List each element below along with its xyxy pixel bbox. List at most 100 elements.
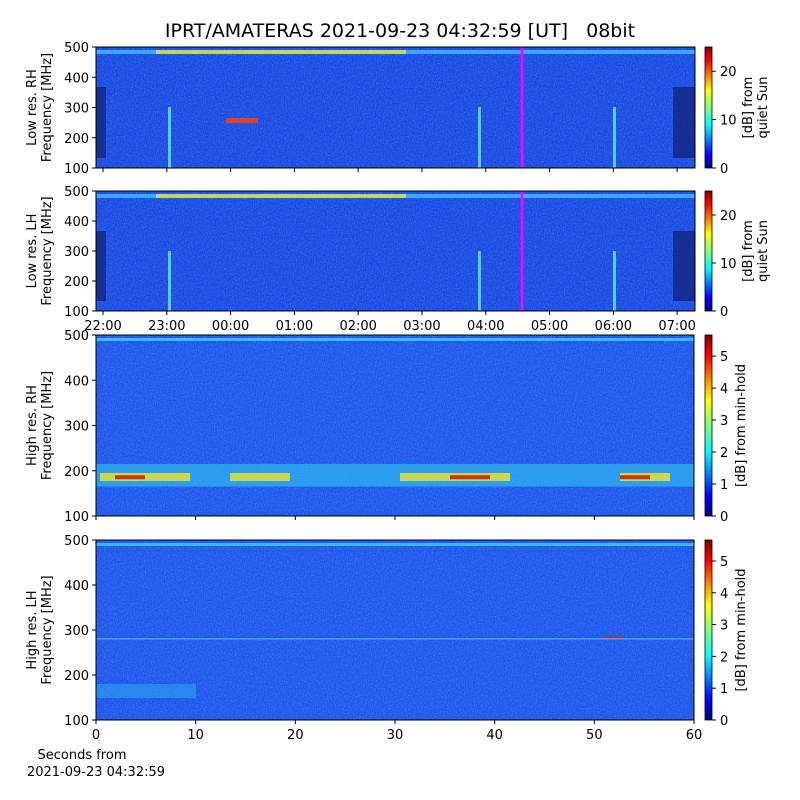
colorbar xyxy=(704,539,713,721)
y-axis-label: Low res. RH xyxy=(25,69,40,146)
colorbar-tick-label: 3 xyxy=(720,619,728,634)
edge xyxy=(673,87,695,158)
x-tick-label: 23:00 xyxy=(148,319,185,334)
x-tick-label: 03:00 xyxy=(403,319,440,334)
y-tick-label: 300 xyxy=(64,102,89,117)
x-tick-label: 40 xyxy=(486,728,503,743)
colorbar-tick-label: 20 xyxy=(720,65,737,80)
x-tick-label: 04:00 xyxy=(467,319,504,334)
figure-title: IPRT/AMATERAS 2021-09-23 04:32:59 [UT] 0… xyxy=(165,20,635,42)
band xyxy=(156,50,406,54)
y-tick-label: 100 xyxy=(64,714,89,729)
colorbar-tick-label: 5 xyxy=(720,350,728,365)
x-tick-label: 05:00 xyxy=(531,319,568,334)
colorbar-tick-label: 0 xyxy=(720,305,728,320)
band xyxy=(156,194,406,198)
line-feature xyxy=(96,638,694,640)
y-tick-label: 200 xyxy=(64,669,89,684)
colorbar-tick-label: 4 xyxy=(720,382,728,397)
x-tick-label: 02:00 xyxy=(339,319,376,334)
y-axis-label: Frequency [MHz] xyxy=(40,371,55,480)
burst xyxy=(226,118,258,123)
burst xyxy=(168,107,171,168)
y-tick-label: 100 xyxy=(64,305,89,320)
burst xyxy=(613,107,616,168)
burst xyxy=(230,473,290,482)
colorbar-tick-label: 4 xyxy=(720,587,728,602)
band xyxy=(96,543,694,546)
colorbar-tick-label: 10 xyxy=(720,114,737,129)
x-tick-label: 10 xyxy=(187,728,204,743)
colorbar-label: [dB] from min-hold xyxy=(734,568,749,691)
colorbar-tick-label: 1 xyxy=(720,682,728,697)
colorbar-tick-label: 0 xyxy=(720,714,728,729)
colorbar-tick-label: 10 xyxy=(720,257,737,272)
burst xyxy=(478,107,481,168)
x-axis-label: Seconds from xyxy=(37,748,126,763)
x-tick-label: 30 xyxy=(387,728,404,743)
y-axis-label: High res. RH xyxy=(25,385,40,466)
y-tick-label: 200 xyxy=(64,132,89,147)
y-tick-label: 500 xyxy=(64,329,89,344)
x-axis-label: 2021-09-23 04:32:59 xyxy=(27,765,165,780)
y-tick-label: 400 xyxy=(64,579,89,594)
x-tick-label: 0 xyxy=(92,728,100,743)
y-tick-label: 100 xyxy=(64,162,89,177)
colorbar xyxy=(704,46,713,169)
x-tick-label: 06:00 xyxy=(595,319,632,334)
spectrogram-texture xyxy=(96,47,695,168)
colorbar xyxy=(704,334,713,517)
y-tick-label: 200 xyxy=(64,465,89,480)
colorbar-tick-label: 1 xyxy=(720,478,728,493)
y-tick-label: 300 xyxy=(64,420,89,435)
spectrogram xyxy=(96,335,694,516)
burst xyxy=(168,251,171,311)
x-tick-label: 00:00 xyxy=(212,319,249,334)
colorbar-tick-label: 2 xyxy=(720,446,728,461)
y-axis-label: Low res. LH xyxy=(25,214,40,289)
spectrogram-texture xyxy=(96,191,695,311)
y-tick-label: 100 xyxy=(64,510,89,525)
burst xyxy=(115,475,145,480)
colorbar-label: quiet Sun xyxy=(756,220,771,282)
y-axis-label: Frequency [MHz] xyxy=(40,575,55,684)
colorbar-label: [dB] from xyxy=(741,77,756,139)
colorbar-tick-label: 0 xyxy=(720,510,728,525)
y-tick-label: 400 xyxy=(64,374,89,389)
colorbar-tick-label: 20 xyxy=(720,209,737,224)
y-tick-label: 500 xyxy=(64,534,89,549)
colorbar-label: [dB] from min-hold xyxy=(734,364,749,487)
y-tick-label: 500 xyxy=(64,41,89,56)
band xyxy=(96,684,196,698)
y-axis-label: Frequency [MHz] xyxy=(40,196,55,305)
burst xyxy=(478,251,481,311)
colorbar-tick-label: 5 xyxy=(720,555,728,570)
colorbar-label: quiet Sun xyxy=(756,76,771,138)
burst xyxy=(620,475,650,480)
y-tick-label: 300 xyxy=(64,624,89,639)
spectrogram xyxy=(96,47,695,168)
y-axis-label: Frequency [MHz] xyxy=(40,53,55,162)
band xyxy=(96,338,694,341)
spectrogram xyxy=(96,540,694,720)
x-tick-label: 60 xyxy=(686,728,703,743)
colorbar-tick-label: 0 xyxy=(720,162,728,177)
burst xyxy=(450,475,490,480)
x-tick-label: 07:00 xyxy=(658,319,695,334)
y-tick-label: 300 xyxy=(64,245,89,260)
y-axis-label: High res. LH xyxy=(25,590,40,669)
x-tick-label: 20 xyxy=(287,728,304,743)
edge xyxy=(96,87,106,158)
burst xyxy=(613,251,616,311)
edge xyxy=(673,231,695,301)
spectrogram-texture xyxy=(96,335,694,516)
x-tick-label: 50 xyxy=(586,728,603,743)
y-tick-label: 500 xyxy=(64,185,89,200)
edge xyxy=(96,231,106,301)
x-tick-label: 01:00 xyxy=(276,319,313,334)
colorbar-tick-label: 2 xyxy=(720,650,728,665)
spectrogram xyxy=(96,191,695,311)
y-tick-label: 200 xyxy=(64,275,89,290)
y-tick-label: 400 xyxy=(64,215,89,230)
